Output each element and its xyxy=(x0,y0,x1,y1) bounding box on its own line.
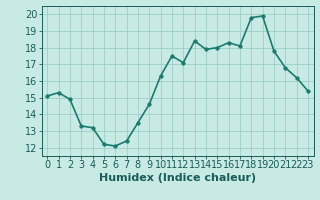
X-axis label: Humidex (Indice chaleur): Humidex (Indice chaleur) xyxy=(99,173,256,183)
